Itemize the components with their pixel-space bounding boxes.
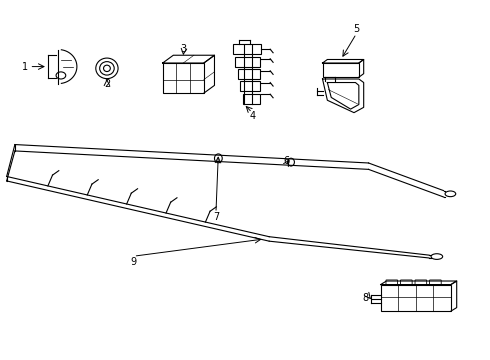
Text: 7: 7 bbox=[213, 212, 219, 222]
Text: 8: 8 bbox=[362, 293, 368, 303]
Bar bbox=[243, 94, 260, 104]
Text: 9: 9 bbox=[130, 257, 137, 266]
Bar bbox=[381, 284, 451, 311]
Bar bbox=[322, 63, 359, 77]
Text: 1: 1 bbox=[22, 62, 27, 72]
FancyBboxPatch shape bbox=[415, 280, 427, 285]
FancyBboxPatch shape bbox=[430, 280, 441, 285]
Text: 6: 6 bbox=[283, 156, 289, 166]
FancyBboxPatch shape bbox=[400, 280, 412, 285]
FancyBboxPatch shape bbox=[386, 280, 397, 285]
Text: 2: 2 bbox=[104, 79, 110, 89]
Text: 3: 3 bbox=[180, 44, 187, 54]
Bar bbox=[240, 81, 260, 91]
Text: 4: 4 bbox=[249, 111, 255, 121]
Bar bbox=[235, 57, 260, 67]
Bar bbox=[238, 69, 260, 79]
Text: 5: 5 bbox=[353, 24, 360, 34]
Bar bbox=[233, 44, 261, 54]
Bar bbox=[163, 63, 204, 93]
